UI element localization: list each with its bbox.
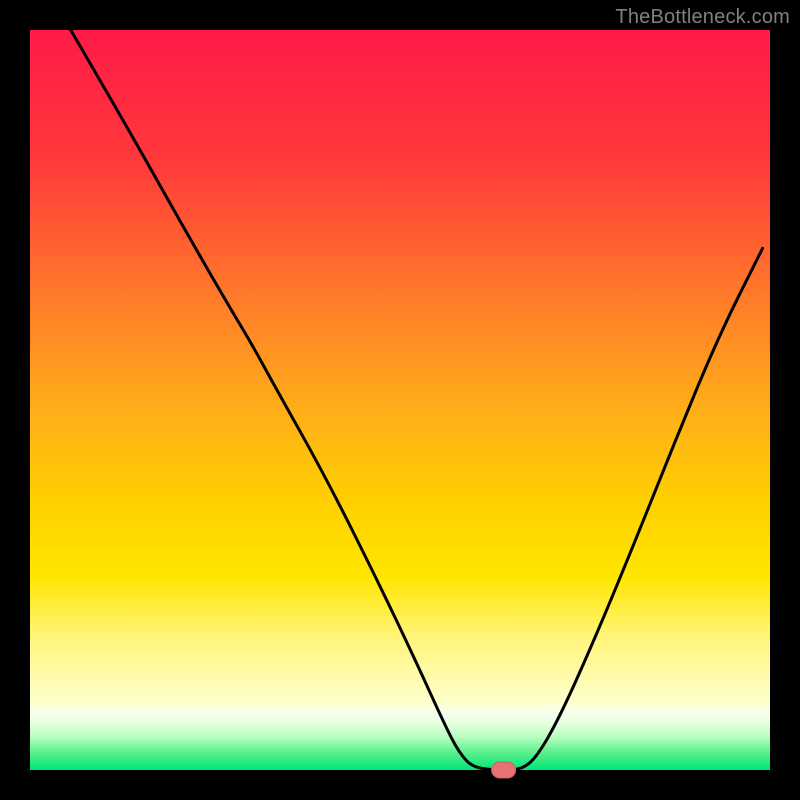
plot-area-gradient: [30, 30, 770, 770]
watermark-text: TheBottleneck.com: [615, 6, 790, 29]
bottleneck-chart: [0, 0, 800, 800]
valley-marker: [492, 762, 516, 778]
